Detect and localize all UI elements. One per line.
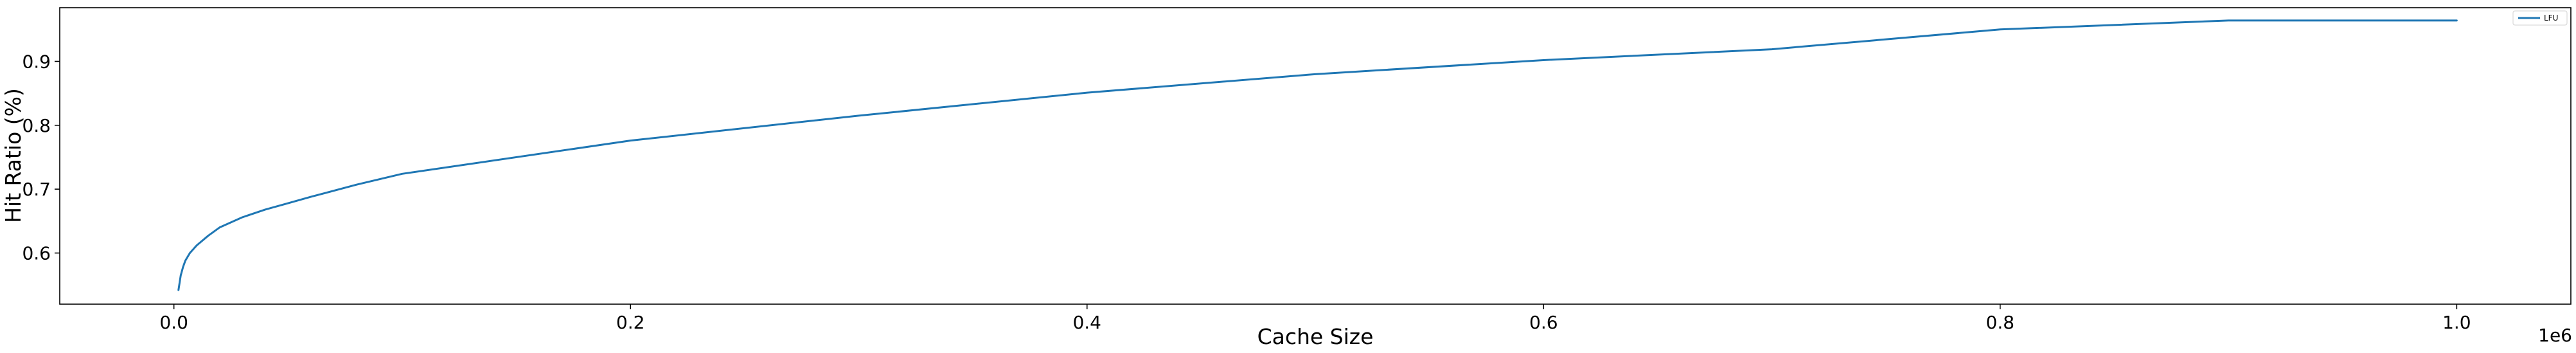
x-tick-label: 0.8 — [1986, 312, 2015, 333]
series-lines — [177, 19, 2458, 291]
x-axis-label: Cache Size — [1257, 324, 1374, 349]
x-axis-offset-label: 1e6 — [2538, 325, 2572, 346]
y-tick-label: 0.6 — [22, 243, 51, 264]
x-tick-label: 0.0 — [159, 312, 188, 333]
legend: LFU — [2512, 10, 2568, 26]
x-tick-label: 0.4 — [1072, 312, 1101, 333]
plot-frame — [59, 7, 2572, 305]
y-tick-label: 0.9 — [22, 51, 51, 72]
legend-label-lfu: LFU — [2544, 14, 2558, 23]
x-axis-ticks: 0.0 0.2 0.4 0.6 0.8 1.0 — [159, 304, 2471, 333]
y-tick-label: 0.8 — [22, 115, 51, 136]
x-tick-label: 0.2 — [616, 312, 645, 333]
x-tick-label: 1.0 — [2442, 312, 2471, 333]
y-tick-label: 0.7 — [22, 179, 51, 200]
y-axis-label: Hit Ratio (%) — [1, 88, 26, 223]
y-axis-ticks: 0.6 0.7 0.8 0.9 — [22, 51, 60, 264]
series-line-lfu — [177, 19, 2458, 291]
x-tick-label: 0.6 — [1529, 312, 1558, 333]
